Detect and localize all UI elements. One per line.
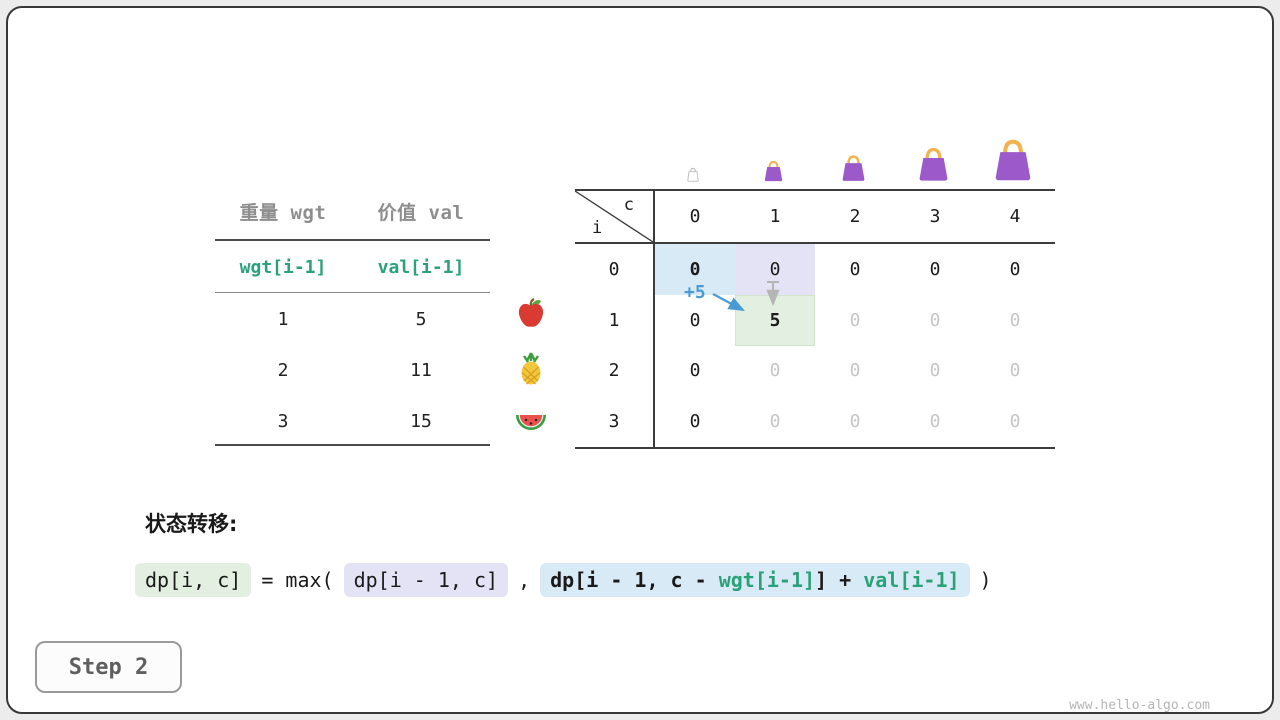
dp-cell: 0 [769,411,781,433]
dp-cell: 0 [1009,360,1021,382]
dp-cell: 0 [655,244,735,295]
formula-equals-max: = max( [261,568,334,592]
watermelon-icon [514,403,548,437]
formula-take-option-chip: dp[i - 1, c - wgt[i-1]] + val[i-1] [540,563,970,597]
col-var-label: c [623,195,634,215]
dp-cell: 0 [1009,411,1021,433]
dp-cell: 0 [689,309,701,331]
dp-cell: 0 [1009,258,1021,280]
bag-icons-row [575,130,1055,184]
weight-column-header: 重量 wgt [239,201,327,224]
item-value: 15 [410,411,432,432]
formula-close-paren: ) [979,568,992,592]
items-formula-row: wgt[i-1] val[i-1] [215,243,490,292]
dp-cell: 0 [929,258,941,280]
dp-cell: 0 [849,258,861,280]
dp-cell: 0 [849,360,861,382]
items-table-bottom-rule [215,444,490,446]
dp-cell: 0 [929,411,941,433]
dp-cell: 0 [929,360,941,382]
dp-col-header: 4 [975,191,1055,244]
item-weight: 1 [277,309,289,330]
apple-icon [514,296,548,330]
formula-keep-option-chip: dp[i - 1, c] [343,563,509,597]
dp-cell: 0 [929,309,941,331]
item-row: 3 15 [215,396,490,447]
formula-take-wgt: wgt[i-1] [718,568,816,592]
plus-value-annotation: +5 [684,282,706,303]
formula-take-val: val[i-1] [863,568,960,592]
item-weight: 3 [277,411,289,432]
take-option-arrow [712,293,745,312]
dp-col-header: 1 [735,191,815,244]
dp-cell: 0 [1009,309,1021,331]
formula-dp-current-chip: dp[i, c] [135,563,252,597]
formula-take-part1: dp[i - 1, c - [550,568,719,592]
dp-cell: 0 [689,411,701,433]
bag-icon [990,136,1036,182]
items-table-header: 重量 wgt 价值 val [215,196,490,226]
items-rows: 1 5 2 11 3 15 [215,294,490,447]
dp-cell: 0 [849,309,861,331]
dp-row-header: 3 [575,396,655,447]
watermark: www.hello-algo.com [1069,698,1210,713]
dp-cell: 0 [769,360,781,382]
dp-col-header: 3 [895,191,975,244]
dp-col-header: 0 [655,191,735,244]
formula-comma: , [518,568,531,592]
empty-bag-icon [685,166,701,182]
items-table-mid-rule [215,292,490,293]
pineapple-icon [514,352,548,386]
dp-cell: 0 [849,411,861,433]
dp-cell: 0 [689,360,701,382]
value-column-header: 价值 val [377,201,465,224]
step-badge: Step 2 [35,641,182,693]
item-value: 5 [415,309,427,330]
dp-cell: 0 [735,244,815,295]
bag-icon [915,145,952,182]
bag-icon [839,153,868,182]
item-value: 11 [410,360,432,381]
bag-icon [762,159,785,182]
val-formula-label: val[i-1] [377,257,465,278]
transition-arrows [712,281,780,312]
dp-row-header: 0 [575,244,655,295]
item-row: 2 11 [215,345,490,396]
wgt-formula-label: wgt[i-1] [239,257,327,278]
item-weight: 2 [277,360,289,381]
dp-col-header: 2 [815,191,895,244]
items-table-top-rule [215,239,490,241]
row-var-label: i [592,218,603,238]
dp-row-header: 1 [575,294,655,346]
formula-take-part2: ] + [815,568,864,592]
step-badge-label: Step 2 [68,654,149,680]
transition-title: 状态转移: [145,512,238,536]
transition-formula: dp[i, c] = max( dp[i - 1, c] , dp[i - 1,… [135,563,992,597]
dp-row-header: 2 [575,345,655,397]
